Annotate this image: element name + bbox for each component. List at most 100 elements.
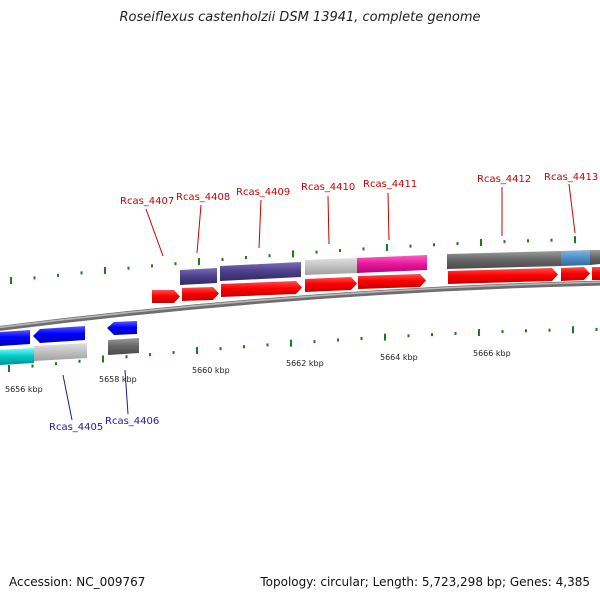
upper-tick-mark	[80, 271, 83, 275]
upper-tick-mark	[456, 242, 459, 246]
lower-tick-mark	[525, 329, 527, 333]
feature-bar-rcas-4413[interactable]	[561, 250, 590, 266]
gene-label-rcas-4407[interactable]: Rcas_4407	[120, 196, 174, 207]
forward-cds-track	[152, 267, 600, 303]
lower-tick-mark	[407, 334, 410, 338]
lower-tick-mark	[478, 328, 480, 336]
lower-tick-track	[8, 326, 598, 372]
upper-tick-track	[10, 236, 576, 284]
upper-tick-mark	[409, 244, 412, 248]
top-gene-labels: Rcas_4407 Rcas_4408 Rcas_4409 Rcas_4410 …	[120, 172, 598, 207]
lower-tick-mark	[266, 343, 269, 347]
lower-tick-mark	[290, 339, 292, 347]
cds-reverse-offscreen-left[interactable]	[0, 330, 30, 346]
upper-tick-mark	[33, 276, 36, 280]
upper-tick-mark	[386, 243, 388, 251]
gene-label-rcas-4405[interactable]: Rcas_4405	[49, 422, 103, 433]
lower-tick-mark	[243, 345, 245, 349]
lower-tick-mark	[125, 355, 128, 359]
upper-tick-mark	[151, 264, 153, 268]
cds-rcas-4407[interactable]	[152, 290, 180, 303]
cds-rcas-4406[interactable]	[107, 321, 137, 335]
lower-tick-mark	[172, 351, 175, 355]
lower-tick-mark	[196, 347, 198, 355]
lower-tick-mark	[360, 337, 363, 341]
cds-rcas-4408[interactable]	[182, 287, 219, 301]
upper-tick-mark	[245, 256, 247, 260]
lower-tick-mark	[431, 333, 433, 337]
cds-rcas-4412[interactable]	[448, 268, 558, 284]
upper-tick-mark	[362, 247, 365, 251]
coord-label-5660: 5660 kbp	[192, 366, 230, 375]
upper-tick-mark	[503, 240, 506, 244]
cds-rcas-4413[interactable]	[561, 267, 590, 281]
upper-tick-mark	[104, 266, 106, 274]
feature-bar-rcas-4412[interactable]	[447, 251, 561, 269]
lower-tick-mark	[337, 338, 339, 342]
upper-tick-mark	[527, 239, 529, 243]
gene-label-rcas-4411[interactable]: Rcas_4411	[363, 179, 417, 190]
gene-label-rcas-4412[interactable]: Rcas_4412	[477, 174, 531, 185]
coordinate-labels: 5656 kbp 5658 kbp 5660 kbp 5662 kbp 5664…	[5, 349, 511, 394]
upper-tick-mark	[315, 250, 318, 254]
feature-bar-rcas-4410[interactable]	[305, 258, 357, 275]
feature-bar-rcas-4409[interactable]	[220, 262, 301, 281]
coord-label-5666: 5666 kbp	[473, 349, 511, 358]
gene-label-rcas-4413[interactable]: Rcas_4413	[544, 172, 598, 183]
topology-text: Topology: circular; Length: 5,723,298 bp…	[260, 575, 590, 589]
upper-tick-mark	[221, 258, 224, 262]
top-label-leaders	[145, 183, 576, 257]
gene-label-rcas-4406[interactable]: Rcas_4406	[105, 416, 159, 427]
lower-tick-mark	[313, 340, 316, 344]
lower-tick-mark	[78, 359, 81, 363]
feature-bar-offscreen-right[interactable]	[590, 250, 600, 265]
gene-label-rcas-4409[interactable]: Rcas_4409	[236, 187, 290, 198]
bottom-gene-labels: Rcas_4405 Rcas_4406	[49, 416, 159, 433]
upper-tick-mark	[550, 238, 553, 242]
lower-tick-mark	[548, 328, 551, 332]
upper-tick-mark	[292, 250, 294, 258]
cds-rcas-4410[interactable]	[305, 277, 357, 292]
bottom-label-leaders	[62, 369, 129, 421]
cds-offscreen-right[interactable]	[592, 267, 600, 280]
upper-tick-mark	[57, 273, 59, 277]
lower-tick-mark	[149, 353, 151, 357]
coord-label-5662: 5662 kbp	[286, 359, 324, 368]
lower-tick-mark	[572, 326, 574, 334]
lower-tick-mark	[501, 330, 504, 334]
lower-tick-mark	[8, 365, 10, 372]
feature-bar-reverse-left[interactable]	[0, 348, 34, 365]
coord-label-5656: 5656 kbp	[5, 385, 43, 394]
lower-tick-mark	[384, 333, 386, 341]
upper-tick-mark	[174, 262, 177, 266]
lower-tick-mark	[454, 331, 457, 335]
lower-tick-mark	[102, 355, 104, 363]
gene-label-rcas-4410[interactable]: Rcas_4410	[301, 182, 355, 193]
feature-bar-rcas-4408[interactable]	[180, 268, 217, 285]
lower-tick-mark	[55, 362, 57, 366]
upper-tick-mark	[198, 258, 200, 266]
upper-tick-mark	[480, 239, 482, 247]
lower-tick-mark	[595, 328, 598, 332]
lower-tick-mark	[219, 347, 222, 351]
reverse-feature-track	[0, 338, 139, 365]
feature-bar-rcas-4405[interactable]	[34, 343, 87, 361]
gene-label-rcas-4408[interactable]: Rcas_4408	[176, 192, 230, 203]
upper-tick-mark	[268, 254, 271, 258]
upper-tick-mark	[339, 248, 341, 252]
feature-bar-rcas-4411[interactable]	[357, 255, 427, 273]
coord-label-5658: 5658 kbp	[99, 375, 137, 384]
cds-rcas-4411[interactable]	[358, 274, 426, 289]
accession-text: Accession: NC_009767	[9, 575, 146, 589]
cds-rcas-4409[interactable]	[221, 281, 302, 297]
lower-tick-mark	[31, 364, 34, 368]
cds-rcas-4405[interactable]	[33, 326, 85, 343]
reverse-cds-track	[0, 321, 137, 346]
upper-tick-mark	[10, 277, 12, 284]
feature-bar-rcas-4406[interactable]	[108, 338, 139, 355]
upper-tick-mark	[574, 236, 576, 244]
map-title: Roseiflexus castenholzii DSM 13941, comp…	[119, 10, 481, 25]
genome-backbone	[0, 280, 600, 331]
